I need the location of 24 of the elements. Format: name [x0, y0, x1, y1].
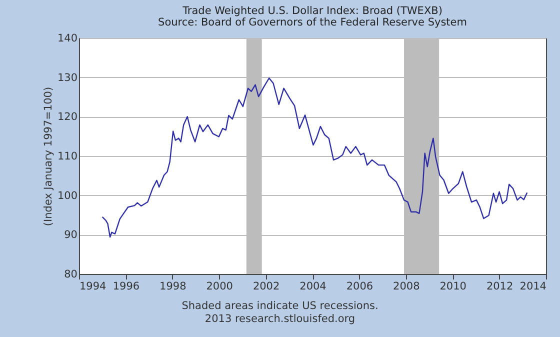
x-tick-label: 2000 — [206, 280, 233, 292]
chart-subtitle: Source: Board of Governors of the Federal Reserve System — [158, 16, 467, 28]
y-tick-label: 130 — [57, 72, 78, 84]
x-tick-label: 2014 — [520, 280, 547, 292]
y-axis-title: (Index January 1997=100) — [42, 86, 54, 226]
chart-title: Trade Weighted U.S. Dollar Index: Broad (TWEXB) — [182, 5, 442, 17]
x-tick-label: 2012 — [486, 280, 514, 292]
y-tick-label: 140 — [57, 32, 78, 44]
text: 2013 research.stlouisfed.org — [204, 313, 356, 326]
x-tick-label: 2002 — [252, 280, 280, 292]
y-tick-label: 120 — [57, 111, 78, 124]
text: Shaded areas indicate US recessions. — [180, 300, 380, 313]
x-tick-label: 1994 — [80, 280, 107, 292]
x-tick-label: 1998 — [160, 280, 186, 292]
x-tick-label: 2006 — [346, 280, 374, 292]
line-series — [102, 78, 528, 238]
y-tick-label: 100 — [57, 190, 78, 202]
y-tick-label: 80 — [64, 268, 78, 280]
y-tick-label: 90 — [64, 229, 78, 242]
x-tick-label: 2008 — [393, 280, 420, 292]
y-tick-label: 110 — [57, 150, 78, 162]
x-tick-label: 1996 — [112, 280, 140, 292]
x-tick-label: 2010 — [440, 280, 466, 292]
x-tick-label: 2004 — [300, 280, 327, 292]
